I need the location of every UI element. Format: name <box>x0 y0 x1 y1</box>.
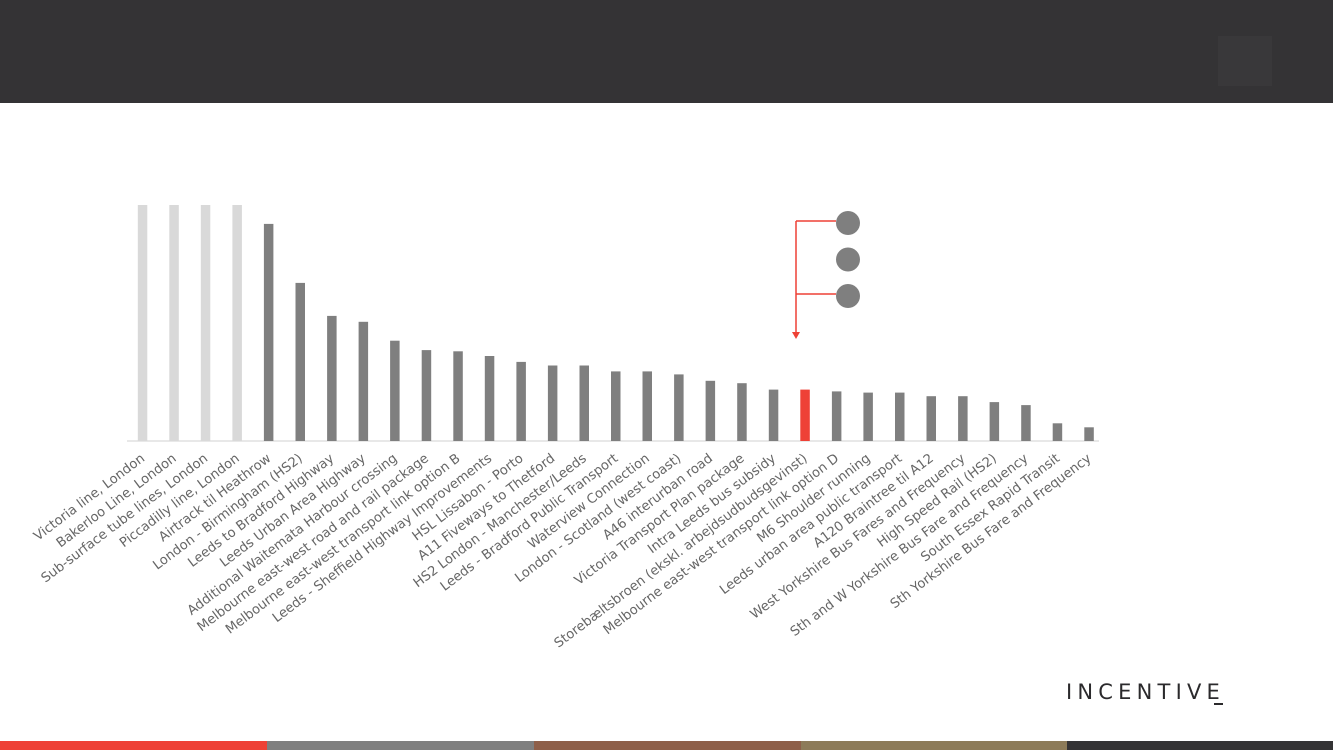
bar-2 <box>200 205 211 441</box>
bar-16 <box>642 371 652 441</box>
incentive-logo: INCENTIVE <box>1066 680 1225 704</box>
bar-27 <box>989 402 1000 441</box>
bar-0 <box>137 205 148 441</box>
bar-9 <box>421 350 432 441</box>
footer-segment-grey <box>267 741 534 750</box>
bar-20 <box>768 389 779 441</box>
bar-25 <box>926 396 936 441</box>
bar-7 <box>358 321 369 441</box>
footer-segment-brown <box>534 741 801 750</box>
bar-6 <box>327 315 337 441</box>
bar-26 <box>958 396 968 441</box>
header-placeholder-square <box>1218 36 1272 86</box>
legend-bracket <box>792 220 836 339</box>
bar-18 <box>705 380 716 441</box>
bar-28 <box>1021 405 1031 441</box>
bar-8 <box>390 340 400 441</box>
legend-markers <box>836 211 860 308</box>
logo-accent-bar <box>1214 703 1223 705</box>
arrow-down-icon <box>792 332 800 339</box>
footer-segment-red <box>0 741 267 750</box>
bar-11 <box>484 356 495 441</box>
footer-color-bar <box>0 741 1333 750</box>
bar-29 <box>1052 423 1063 441</box>
legend-marker-2 <box>836 284 860 308</box>
bar-10 <box>453 351 463 441</box>
bar-4 <box>263 223 274 441</box>
bar-30 <box>1084 427 1094 441</box>
legend-marker-0 <box>836 211 860 235</box>
bar-24 <box>895 392 905 441</box>
footer-segment-tan <box>801 741 1067 750</box>
bar-1 <box>169 205 179 441</box>
bars-group <box>137 205 1094 441</box>
bar-14 <box>579 365 589 441</box>
bar-17 <box>674 374 684 441</box>
bar-21 <box>800 389 810 441</box>
legend-marker-1 <box>836 247 860 272</box>
footer-segment-dark <box>1067 741 1333 750</box>
bar-15 <box>611 371 621 441</box>
bar-13 <box>547 365 558 441</box>
header-bar <box>0 0 1333 103</box>
bar-19 <box>737 383 747 441</box>
bar-12 <box>516 361 526 441</box>
bar-5 <box>295 282 305 441</box>
bar-23 <box>863 392 873 441</box>
bar-22 <box>831 391 842 441</box>
bar-3 <box>232 205 242 441</box>
